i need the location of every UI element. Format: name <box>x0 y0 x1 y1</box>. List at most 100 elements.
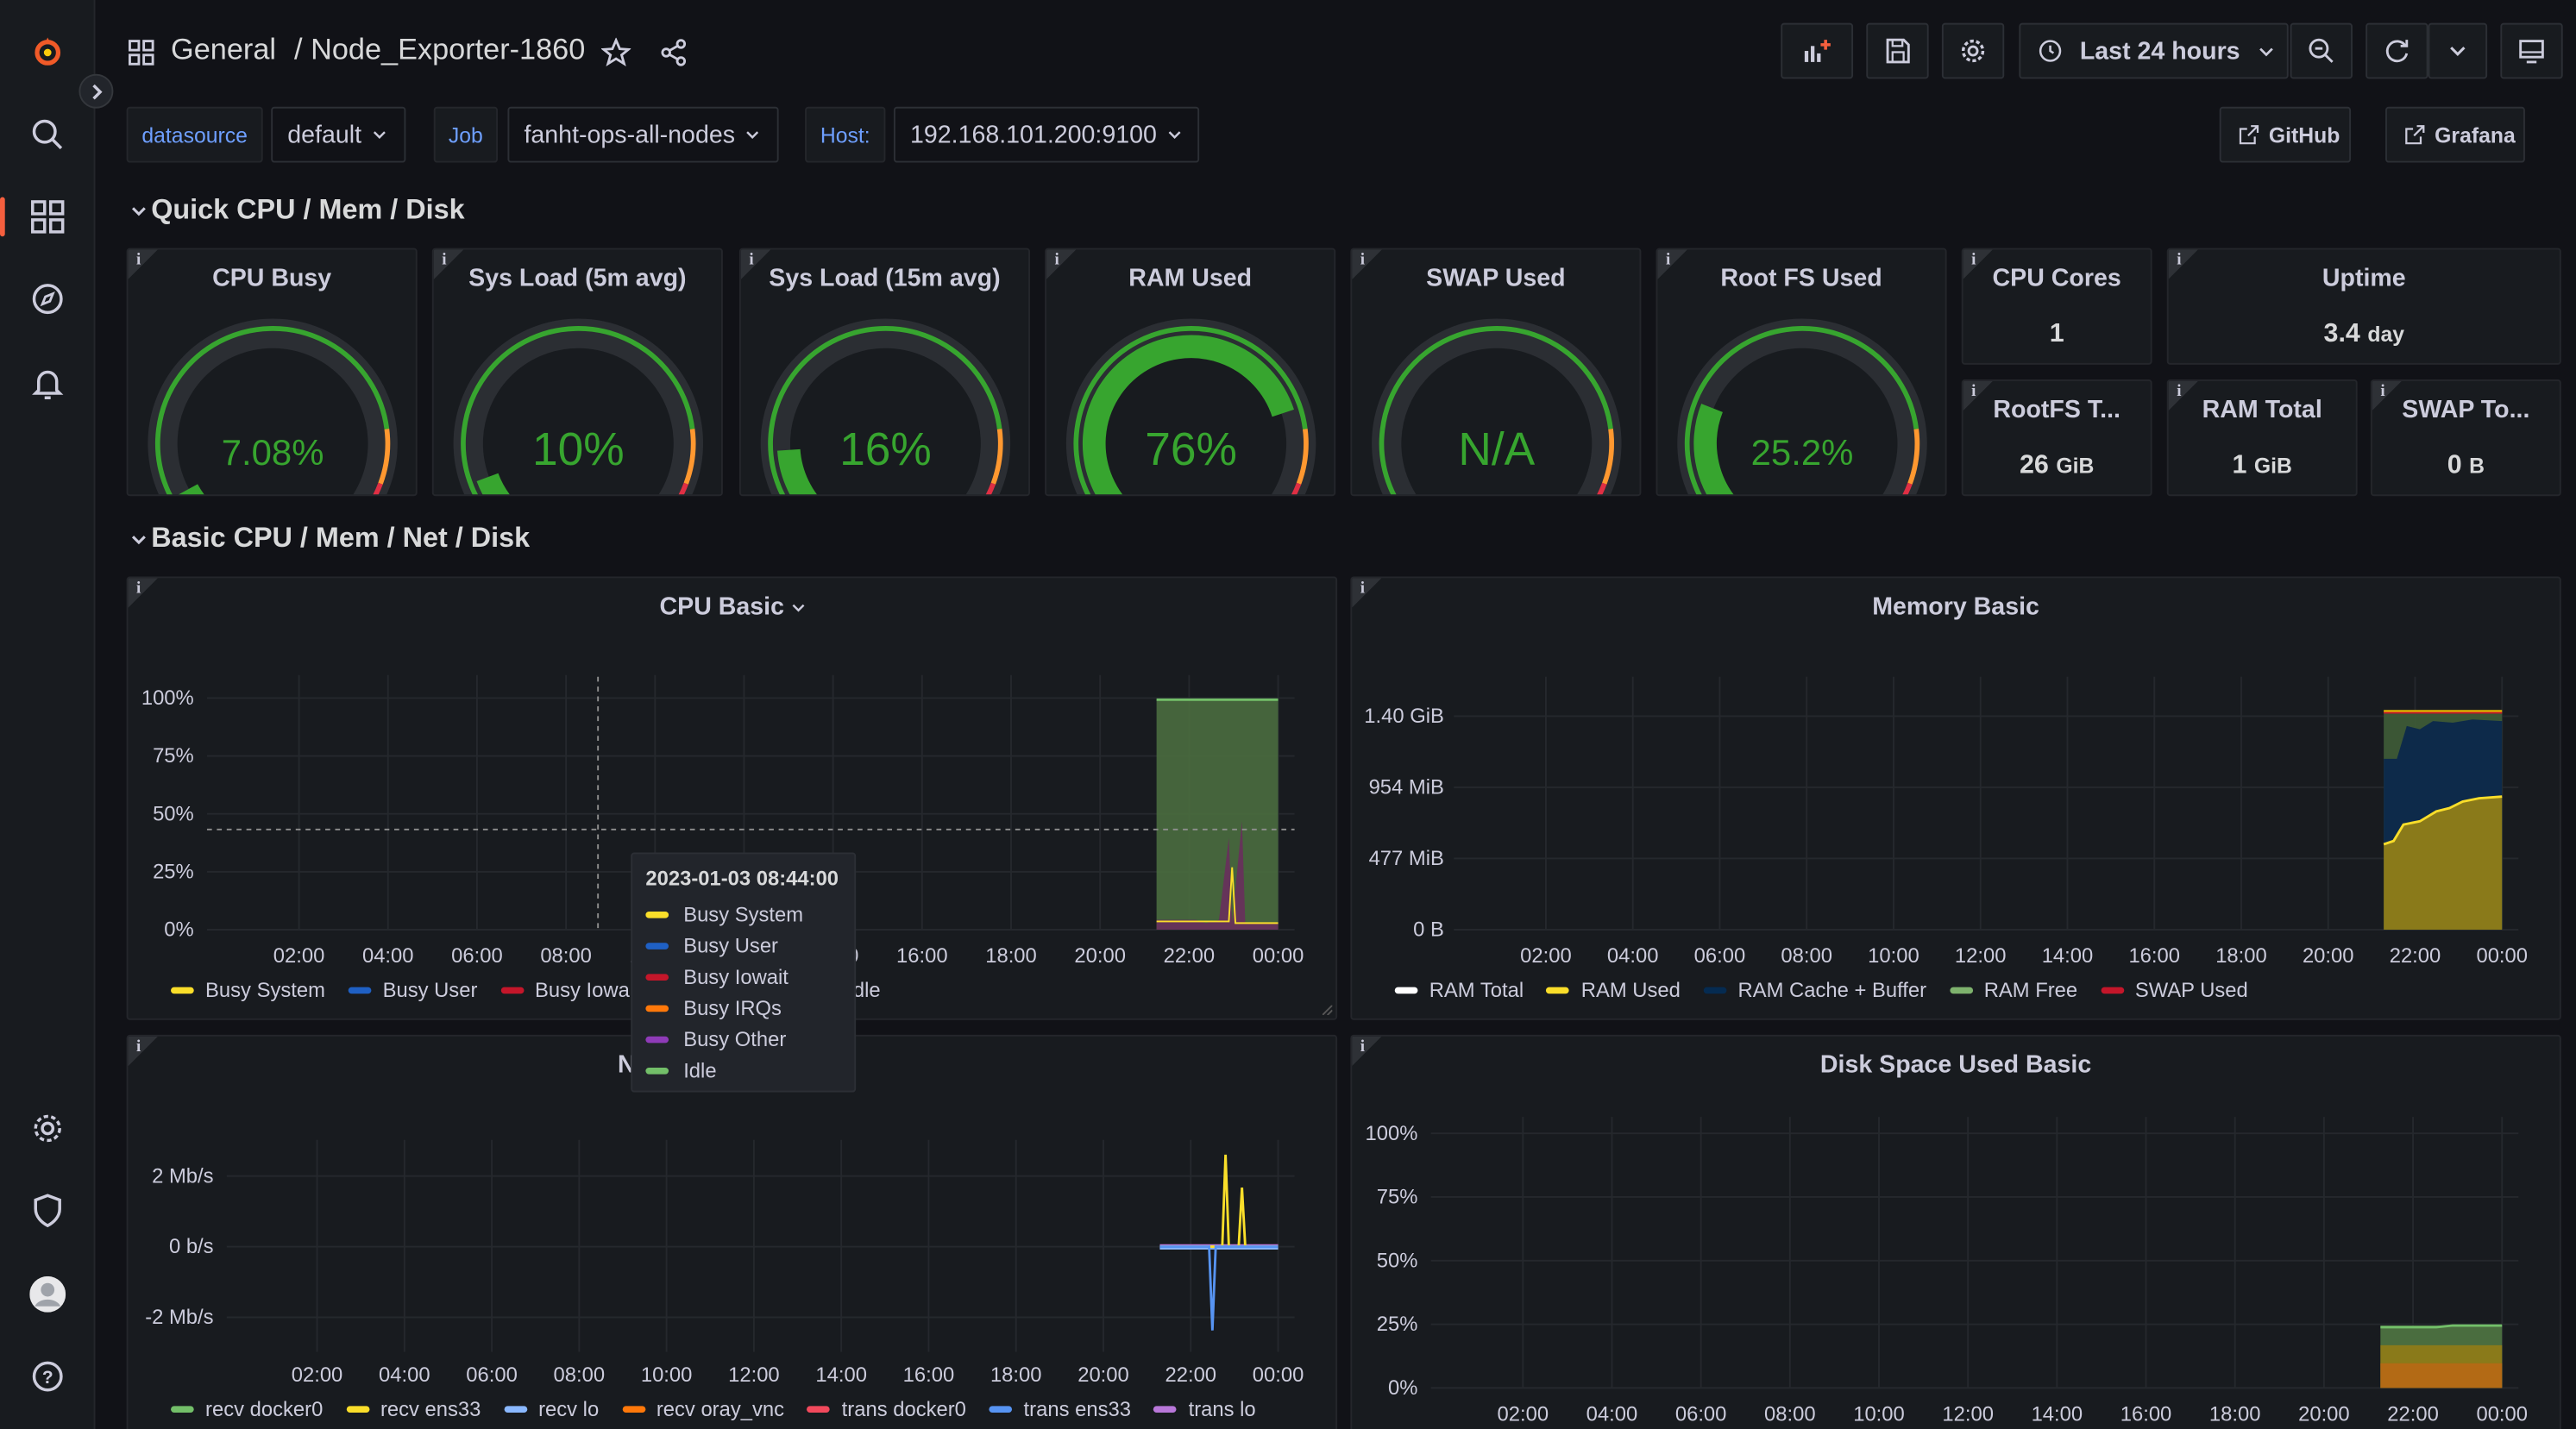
x-tick-label: 06:00 <box>466 1363 518 1387</box>
x-tick-label: 02:00 <box>273 944 325 968</box>
configuration-gear-icon[interactable] <box>0 1102 95 1155</box>
stat-panel-cpu-cores[interactable]: i CPU Cores 1 <box>1961 248 2152 365</box>
panel-network-basic[interactable]: i N 2 Mb/s 0 b/s -2 Mb/s 02:00 04:00 06:00 08:… <box>126 1034 1338 1429</box>
legend-item[interactable]: trans docker0 <box>807 1398 966 1420</box>
dashboards-icon[interactable] <box>0 191 95 243</box>
expand-sidebar-button[interactable] <box>79 73 114 109</box>
stat-panel-uptime[interactable]: i Uptime 3.4 day <box>2166 248 2561 365</box>
panel-info-icon[interactable]: i <box>740 249 771 279</box>
legend-item[interactable]: recv oray_vnc <box>621 1398 784 1420</box>
save-dashboard-button[interactable] <box>1866 22 1929 79</box>
row-basic-cpu-mem-net-disk[interactable]: Basic CPU / Mem / Net / Disk <box>131 523 530 555</box>
gauge-panel-0[interactable]: i CPU Busy 7.08% <box>126 248 418 497</box>
resize-handle-icon[interactable] <box>1322 1005 1333 1016</box>
panel-disk-space-used-basic[interactable]: i Disk Space Used Basic 100% 75% 50% 25% 0% 0… <box>1350 1034 2561 1429</box>
legend-item[interactable]: SWAP Used <box>2100 979 2248 1002</box>
host-select[interactable]: 192.168.101.200:9100 <box>893 106 1200 163</box>
panel-info-icon[interactable]: i <box>1046 249 1077 279</box>
legend-item[interactable]: RAM Used <box>1546 979 1681 1002</box>
refresh-button[interactable] <box>2366 22 2428 79</box>
x-tick-label: 14:00 <box>815 1363 867 1387</box>
explore-compass-icon[interactable] <box>0 273 95 325</box>
legend-item[interactable]: Busy System <box>171 979 325 1002</box>
legend-item[interactable]: trans lo <box>1153 1397 1256 1421</box>
panel-info-icon[interactable]: i <box>128 249 158 279</box>
panel-memory-basic[interactable]: i Memory Basic 1.40 GiB 954 MiB 477 MiB 0 B… <box>1350 576 2561 1020</box>
panel-info-icon[interactable]: i <box>128 578 158 608</box>
memory-basic-chart[interactable]: 1.40 GiB 954 MiB 477 MiB 0 B 02:00 04:00 06:00… <box>1352 578 2561 1019</box>
panel-info-icon[interactable]: i <box>1352 1036 1382 1067</box>
panel-info-icon[interactable]: i <box>1352 578 1382 608</box>
gauge-panel-5[interactable]: i Root FS Used 25.2% <box>1656 248 1947 497</box>
gauge-panel-1[interactable]: i Sys Load (5m avg) 10% <box>431 248 723 497</box>
server-admin-shield-icon[interactable] <box>0 1184 95 1237</box>
y-tick-label: 0% <box>164 918 193 942</box>
ram-used-area <box>2384 796 2503 931</box>
alerting-bell-icon[interactable] <box>0 356 95 409</box>
legend-item[interactable]: Busy Iowa <box>500 979 630 1002</box>
panel-info-icon[interactable]: i <box>433 249 464 279</box>
panel-info-icon[interactable]: i <box>128 1036 158 1067</box>
disk-space-chart[interactable]: 100% 75% 50% 25% 0% 02:00 04:00 06:00 08:00 10:00… <box>1352 1037 2561 1429</box>
panel-info-icon[interactable]: i <box>1352 249 1382 279</box>
y-tick-label: 2 Mb/s <box>152 1164 214 1188</box>
legend-item[interactable]: trans ens33 <box>989 1398 1131 1420</box>
x-tick-label: 16:00 <box>2128 944 2180 968</box>
gauge-threshold-orange <box>1296 429 1309 485</box>
gauge-panel-3[interactable]: i RAM Used 76% <box>1045 248 1336 497</box>
gauge-panel-2[interactable]: i Sys Load (15m avg) 16% <box>738 248 1030 497</box>
add-panel-button[interactable] <box>1781 22 1854 79</box>
grafana-link[interactable]: Grafana <box>2385 106 2525 163</box>
panel-info-icon[interactable]: i <box>2168 380 2198 411</box>
gauge-panel-4[interactable]: i SWAP Used N/A <box>1350 248 1642 497</box>
row-quick-cpu-mem-disk[interactable]: Quick CPU / Mem / Disk <box>131 194 465 227</box>
x-tick-label: 06:00 <box>451 944 503 968</box>
user-avatar[interactable] <box>0 1268 95 1320</box>
grafana-logo-icon[interactable] <box>0 26 95 78</box>
legend-item[interactable]: recv ens33 <box>345 1398 481 1420</box>
panel-info-icon[interactable]: i <box>2372 380 2403 411</box>
breadcrumb-folder[interactable]: General <box>171 33 277 66</box>
help-icon[interactable]: ? <box>0 1351 95 1403</box>
legend-swatch <box>500 987 524 994</box>
panel-info-icon[interactable]: i <box>2168 249 2198 279</box>
share-icon[interactable] <box>659 38 688 67</box>
legend-item[interactable]: RAM Total <box>1394 979 1524 1002</box>
breadcrumb-dashboard[interactable]: Node_Exporter-1860 <box>311 33 586 66</box>
legend-item[interactable]: recv lo <box>504 1398 599 1420</box>
legend-item[interactable]: RAM Cache + Buffer <box>1703 979 1926 1002</box>
x-tick-label: 20:00 <box>2298 1402 2350 1426</box>
stat-panel-ram-total[interactable]: i RAM Total 1 GiB <box>2166 379 2358 497</box>
x-tick-label: 08:00 <box>540 944 592 968</box>
legend-item[interactable]: RAM Free <box>1949 979 2077 1002</box>
stat-value-wrap: 0 B <box>2372 452 2560 481</box>
x-tick-label: 22:00 <box>2390 944 2441 968</box>
panel-title-wrap[interactable]: CPU Basic <box>129 593 1336 621</box>
github-link[interactable]: GitHub <box>2219 106 2352 163</box>
cpu-basic-chart[interactable]: 100%75%50%25%0%02:0004:0006:0008:0010:00… <box>129 578 1338 1019</box>
dashboard-settings-button[interactable] <box>1941 22 2005 79</box>
legend-item[interactable]: recv docker0 <box>171 1398 323 1420</box>
breadcrumb: General / Node_Exporter-1860 <box>171 33 585 67</box>
panel-info-icon[interactable]: i <box>1963 380 1993 411</box>
panel-info-icon[interactable]: i <box>1963 249 1993 279</box>
job-select[interactable]: fanht-ops-all-nodes <box>507 106 779 163</box>
panel-title: Root FS Used <box>1720 264 1882 293</box>
refresh-interval-dropdown[interactable] <box>2428 22 2488 79</box>
legend-label: trans lo <box>1188 1397 1256 1421</box>
network-basic-chart[interactable]: 2 Mb/s 0 b/s -2 Mb/s 02:00 04:00 06:00 08:00 10… <box>129 1037 1338 1429</box>
time-picker-button[interactable]: Last 24 hours <box>2019 22 2289 79</box>
stat-panel-rootfs-total[interactable]: i RootFS T... 26 GiB <box>1961 379 2152 497</box>
star-icon[interactable] <box>600 37 631 67</box>
tv-mode-button[interactable] <box>2500 22 2563 79</box>
x-tick-label: 22:00 <box>2387 1402 2439 1426</box>
legend-item[interactable]: Busy User <box>348 979 477 1002</box>
gauge-track <box>760 318 1011 495</box>
x-tick-label: 04:00 <box>362 944 414 968</box>
zoom-out-button[interactable] <box>2290 22 2353 79</box>
search-icon[interactable] <box>0 109 95 161</box>
datasource-select[interactable]: default <box>271 106 406 163</box>
y-tick-label: 75% <box>153 744 194 768</box>
panel-info-icon[interactable]: i <box>1657 249 1687 279</box>
stat-panel-swap-total[interactable]: i SWAP To... 0 B <box>2370 379 2561 497</box>
